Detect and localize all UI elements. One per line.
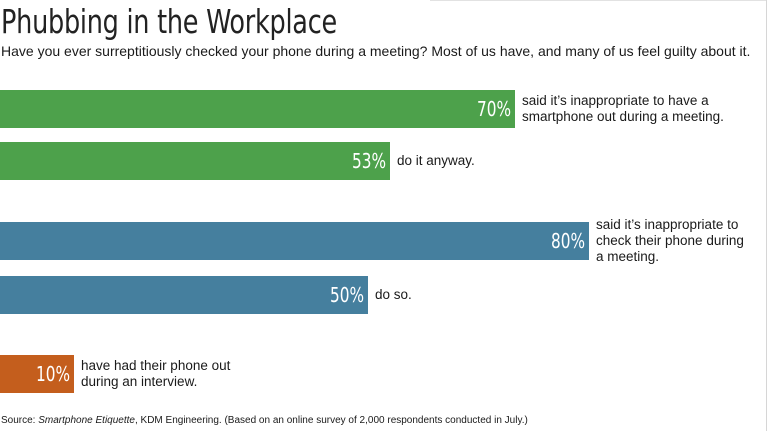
bar-2: 53% bbox=[0, 142, 390, 180]
bar-description: do it anyway. bbox=[397, 153, 475, 168]
source-details: , KDM Engineering. (Based on an online s… bbox=[134, 415, 528, 426]
bar-value-label: 10% bbox=[36, 362, 70, 386]
bar-1: 70% bbox=[0, 90, 515, 128]
source-note: Source: Smartphone Etiquette, KDM Engine… bbox=[1, 415, 528, 427]
bar-description: do so. bbox=[375, 287, 412, 302]
bar-value-label: 53% bbox=[352, 149, 386, 173]
source-prefix: Source: bbox=[1, 415, 39, 426]
bar-description: have had their phone out during an inter… bbox=[81, 358, 231, 389]
bar-description: said it’s inappropriate to check their p… bbox=[596, 217, 744, 264]
bar-description: said it’s inappropriate to have a smartp… bbox=[522, 93, 724, 124]
bar-5: 10% bbox=[0, 355, 74, 393]
bar-4: 50% bbox=[0, 276, 368, 314]
bar-3: 80% bbox=[0, 222, 589, 260]
frame-border-top bbox=[430, 0, 767, 1]
source-work-title: Smartphone Etiquette bbox=[38, 415, 135, 426]
bar-value-label: 50% bbox=[330, 283, 364, 307]
chart-title: Phubbing in the Workplace bbox=[1, 2, 337, 41]
bar-value-label: 70% bbox=[477, 97, 511, 121]
chart-subtitle: Have you ever surreptitiously checked yo… bbox=[1, 43, 751, 59]
bar-value-label: 80% bbox=[551, 229, 585, 253]
